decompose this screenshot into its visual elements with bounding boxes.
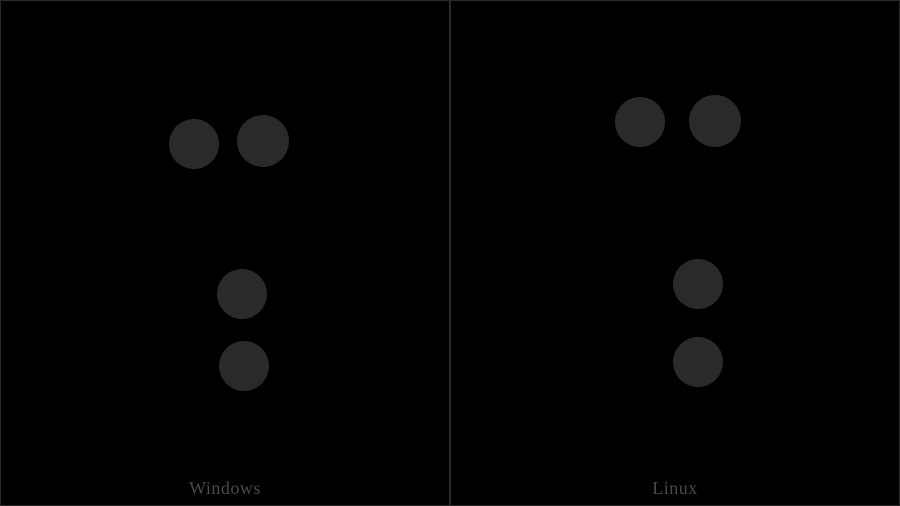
braille-dot bbox=[689, 95, 741, 147]
braille-dot bbox=[219, 341, 269, 391]
braille-dot bbox=[237, 115, 289, 167]
panel-windows: Windows bbox=[0, 0, 450, 506]
braille-dot bbox=[673, 337, 723, 387]
figure-container: Windows Linux bbox=[0, 0, 900, 506]
braille-dot bbox=[217, 269, 267, 319]
braille-dot bbox=[673, 259, 723, 309]
panel-caption: Windows bbox=[1, 478, 449, 499]
braille-dot bbox=[615, 97, 665, 147]
braille-dot bbox=[169, 119, 219, 169]
panel-linux: Linux bbox=[450, 0, 900, 506]
panel-caption: Linux bbox=[451, 478, 899, 499]
